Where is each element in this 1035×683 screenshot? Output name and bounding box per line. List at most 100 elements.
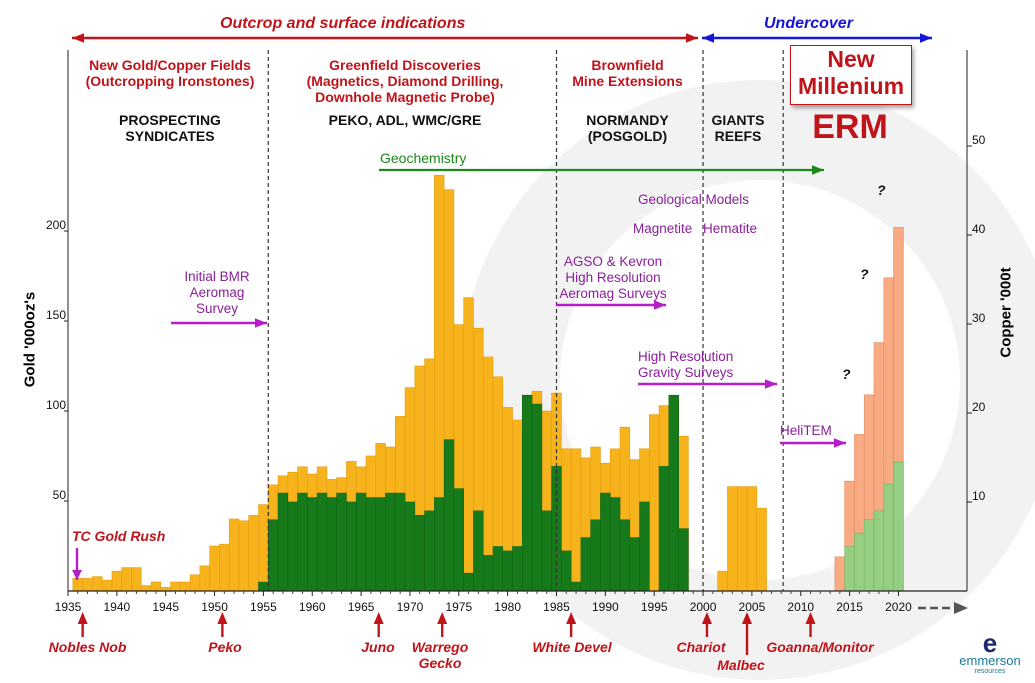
agso-line1: AGSO & Kevron [563,254,663,269]
x-tick-label-1955: 1955 [250,600,277,614]
emmerson-logo: e emmerson resources [950,630,1030,675]
era-greenfield-line2: (Magnetics, Diamond Drilling, [306,73,504,89]
agso-arrow-head [654,300,666,310]
era-giants-line2: REEFS [714,128,762,144]
bmr-line1: Initial BMR [184,269,250,284]
event-arrow-peko-head [217,612,228,624]
era-goldcopper-label: New Gold/Copper Fields (Outcropping Iron… [60,57,280,89]
copper-bar-1960 [307,497,318,592]
era-prospecting-line2: SYNDICATES [125,128,215,144]
x-tick-label-1950: 1950 [201,600,228,614]
gold-bar-1948 [189,574,201,592]
event-arrow-juno-head [373,612,384,624]
x-tick-label-1980: 1980 [494,600,521,614]
helitem-label: HeliTEM [780,423,832,438]
era-brownfield-label: Brownfield Mine Extensions [555,57,700,89]
gold-bar-1940 [111,570,123,592]
y2-tick-label-20: 20 [972,400,986,414]
copper-bar-1992 [619,519,631,592]
copper-bar-1975 [453,488,464,592]
new-millenium-box: New Millenium [790,45,912,105]
y-tick-label-200: 200 [46,218,66,232]
era-normandy-line2: (POSGOLD) [587,128,668,144]
x-tick-label-2010: 2010 [787,600,814,614]
gold-bar-2004 [736,486,748,592]
gold-bar-1995 [649,414,660,592]
logo-name: emmerson [959,653,1021,668]
bmr-label: Initial BMR Aeromag Survey [162,269,272,317]
gold-bar-1955 [258,504,269,592]
gold-bar-1951 [219,543,230,592]
copper-bar-1956 [267,519,279,592]
gold-bar-1936 [72,578,83,592]
gold-bar-1949 [199,565,210,592]
forecast-mark-2019: ? [877,182,886,198]
copper-bar-1978 [482,555,494,592]
copper-bar-1962 [326,497,337,592]
outcrop-arrow-tail [72,33,84,43]
tc-gold-rush-arrow-head [72,570,82,580]
x-tick-label-2005: 2005 [739,600,766,614]
gold-bar-1947 [180,581,191,592]
copper-bar-1979 [492,546,504,592]
agso-label: AGSO & Kevron High Resolution Aeromag Su… [552,254,674,302]
y2-tick-label-10: 10 [972,489,986,503]
copper-forecast-bar-2018 [873,510,885,592]
copper-bar-1990 [600,492,611,592]
copper-forecast-bar-2019 [883,483,894,592]
undercover-arrow-head [920,33,932,43]
gold-bar-1976 [463,297,474,592]
x-tick-label-1975: 1975 [445,600,472,614]
copper-bar-1972 [424,510,435,592]
event-warrego-line2: Gecko [418,655,462,671]
copper-bar-1964 [346,501,357,592]
event-arrow-white-devel-head [566,612,577,624]
copper-bar-1970 [404,501,416,592]
geochemistry-label: Geochemistry [380,150,467,166]
era-giants-label: GIANTS REEFS [700,112,776,144]
copper-bar-1981 [512,546,523,592]
era-normandy-label: NORMANDY (POSGOLD) [560,112,695,144]
x-tick-label-1970: 1970 [397,600,424,614]
timeline-continue-arrow-head [954,602,968,614]
event-warrego-line1: Warrego [411,639,469,655]
event-arrow-malbec-head [742,612,753,624]
copper-bar-1989 [590,519,601,592]
y2-tick-label-30: 30 [972,311,986,325]
copper-bar-1977 [473,510,484,592]
copper-bar-1982 [522,394,533,592]
gold-bar-1987 [570,448,582,592]
copper-bar-1957 [277,492,289,592]
tc-gold-rush-label: TC Gold Rush [72,528,166,544]
x-tick-label-2020: 2020 [885,600,912,614]
gravity-line2: Gravity Surveys [638,365,734,380]
gold-bar-1939 [101,579,113,592]
era-prospecting-line1: PROSPECTING [119,112,221,128]
gravity-label: High Resolution Gravity Surveys [638,349,733,381]
x-tick-label-1990: 1990 [592,600,619,614]
gold-bar-2002 [717,570,728,592]
copper-bar-1980 [502,550,513,592]
copper-bar-1959 [297,492,308,592]
copper-bar-1963 [336,492,347,592]
y-tick-label-150: 150 [46,308,66,322]
agso-line3: Aeromag Surveys [559,286,667,301]
event-goanna-monitor: Goanna/Monitor [766,639,874,655]
copper-bar-1988 [580,537,591,592]
x-tick-label-1940: 1940 [103,600,130,614]
era-goldcopper-line2: (Outcropping Ironstones) [85,73,255,89]
x-tick-label-1935: 1935 [55,600,82,614]
era-goldcopper-line1: New Gold/Copper Fields [89,57,251,73]
bmr-arrow-head [255,318,267,328]
x-tick-label-2015: 2015 [836,600,863,614]
hematite-label: Hematite [703,221,758,236]
copper-bar-1986 [561,550,572,592]
event-white-devel: White Devel [532,639,612,655]
x-tick-label-1985: 1985 [543,600,570,614]
copper-bar-1998 [678,528,689,592]
outcrop-arrow-head [686,33,698,43]
helitem-arrow-head [834,438,846,448]
copper-bar-1993 [629,537,640,592]
gravity-arrow-head [765,379,777,389]
copper-bar-1958 [287,501,298,592]
